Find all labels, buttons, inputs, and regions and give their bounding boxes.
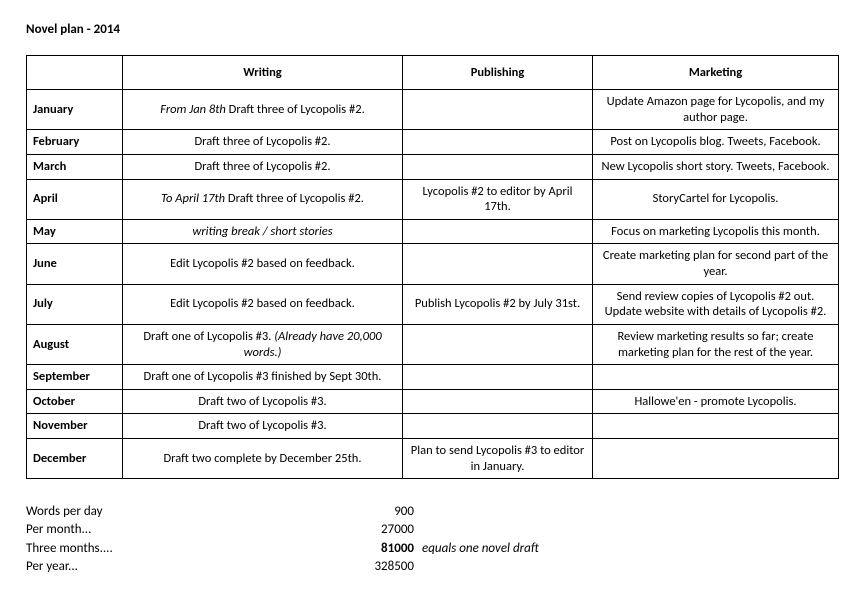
cell-marketing <box>593 414 839 439</box>
cell-marketing: Focus on marketing Lycopolis this month. <box>593 219 839 244</box>
cell-month: June <box>27 244 123 284</box>
stats-label: Per year... <box>26 558 122 576</box>
writing-text: Draft one of Lycopolis #3. <box>143 329 274 344</box>
cell-marketing <box>593 365 839 390</box>
col-month <box>27 56 123 90</box>
cell-month: February <box>27 130 123 155</box>
table-row: MarchDraft three of Lycopolis #2. New Lyc… <box>27 154 839 179</box>
cell-writing: Draft one of Lycopolis #3 finished by Se… <box>123 365 403 390</box>
cell-marketing: Send review copies of Lycopolis #2 out. … <box>593 284 839 324</box>
cell-publishing: Plan to send Lycopolis #3 to editor in J… <box>403 439 593 479</box>
writing-prefix: To April 17th <box>161 191 225 206</box>
stats-row: Three months.... 81000 equals one novel … <box>26 540 840 558</box>
cell-writing: Edit Lycopolis #2 based on feedback. <box>123 284 403 324</box>
stats-row: Per year... 328500 <box>26 558 840 576</box>
cell-month: April <box>27 179 123 219</box>
cell-month: July <box>27 284 123 324</box>
cell-writing: Edit Lycopolis #2 based on feedback. <box>123 244 403 284</box>
writing-text: Draft three of Lycopolis #2. <box>226 102 365 117</box>
table-header-row: Writing Publishing Marketing <box>27 56 839 90</box>
cell-writing: Draft three of Lycopolis #2. <box>123 154 403 179</box>
stats-value: 900 <box>122 503 422 521</box>
table-row: AugustDraft one of Lycopolis #3. (Alread… <box>27 324 839 364</box>
col-writing: Writing <box>123 56 403 90</box>
table-row: JulyEdit Lycopolis #2 based on feedback.… <box>27 284 839 324</box>
stats-note: equals one novel draft <box>422 540 539 558</box>
cell-publishing: Lycopolis #2 to editor by April 17th. <box>403 179 593 219</box>
writing-text: Draft three of Lycopolis #2. <box>225 191 364 206</box>
stats-value: 27000 <box>122 521 422 539</box>
cell-marketing: StoryCartel for Lycopolis. <box>593 179 839 219</box>
table-row: JuneEdit Lycopolis #2 based on feedback.… <box>27 244 839 284</box>
cell-publishing <box>403 154 593 179</box>
col-marketing: Marketing <box>593 56 839 90</box>
table-row: NovemberDraft two of Lycopolis #3. <box>27 414 839 439</box>
cell-publishing <box>403 389 593 414</box>
cell-writing: Draft two of Lycopolis #3. <box>123 389 403 414</box>
table-row: JanuaryFrom Jan 8th Draft three of Lycop… <box>27 90 839 130</box>
cell-publishing <box>403 414 593 439</box>
writing-text: writing break / short stories <box>192 224 332 239</box>
cell-publishing <box>403 219 593 244</box>
writing-prefix: From Jan 8th <box>160 102 226 117</box>
cell-publishing: Publish Lycopolis #2 by July 31st. <box>403 284 593 324</box>
cell-marketing <box>593 439 839 479</box>
cell-marketing: Create marketing plan for second part of… <box>593 244 839 284</box>
cell-writing: From Jan 8th Draft three of Lycopolis #2… <box>123 90 403 130</box>
stats-row: Words per day 900 <box>26 503 840 521</box>
cell-writing: Draft three of Lycopolis #2. <box>123 130 403 155</box>
page-title: Novel plan - 2014 <box>26 22 840 37</box>
col-publishing: Publishing <box>403 56 593 90</box>
cell-month: March <box>27 154 123 179</box>
novel-plan-table: Writing Publishing Marketing JanuaryFrom… <box>26 55 839 479</box>
cell-publishing <box>403 130 593 155</box>
cell-publishing <box>403 244 593 284</box>
table-row: May writing break / short stories Focus on… <box>27 219 839 244</box>
stats-label: Three months.... <box>26 540 122 558</box>
stats-value: 81000 <box>122 540 422 558</box>
cell-marketing: New Lycopolis short story. Tweets, Faceb… <box>593 154 839 179</box>
cell-writing: Draft one of Lycopolis #3. (Already have… <box>123 324 403 364</box>
cell-month: November <box>27 414 123 439</box>
cell-publishing <box>403 90 593 130</box>
cell-writing: Draft two of Lycopolis #3. <box>123 414 403 439</box>
table-row: OctoberDraft two of Lycopolis #3. Hallowe… <box>27 389 839 414</box>
table-row: AprilTo April 17th Draft three of Lycopo… <box>27 179 839 219</box>
cell-month: August <box>27 324 123 364</box>
cell-month: May <box>27 219 123 244</box>
stats-label: Words per day <box>26 503 122 521</box>
cell-month: January <box>27 90 123 130</box>
cell-writing: Draft two complete by December 25th. <box>123 439 403 479</box>
cell-writing: writing break / short stories <box>123 219 403 244</box>
cell-marketing: Update Amazon page for Lycopolis, and my… <box>593 90 839 130</box>
cell-marketing: Review marketing results so far; create … <box>593 324 839 364</box>
cell-marketing: Post on Lycopolis blog. Tweets, Facebook… <box>593 130 839 155</box>
table-row: SeptemberDraft one of Lycopolis #3 finis… <box>27 365 839 390</box>
cell-month: September <box>27 365 123 390</box>
cell-publishing <box>403 365 593 390</box>
cell-writing: To April 17th Draft three of Lycopolis #… <box>123 179 403 219</box>
cell-marketing: Hallowe'en - promote Lycopolis. <box>593 389 839 414</box>
table-row: DecemberDraft two complete by December 2… <box>27 439 839 479</box>
cell-publishing <box>403 324 593 364</box>
word-stats: Words per day 900 Per month... 27000 Thr… <box>26 503 840 576</box>
stats-label: Per month... <box>26 521 122 539</box>
table-row: FebruaryDraft three of Lycopolis #2. Post… <box>27 130 839 155</box>
cell-month: December <box>27 439 123 479</box>
stats-value: 328500 <box>122 558 422 576</box>
stats-row: Per month... 27000 <box>26 521 840 539</box>
cell-month: October <box>27 389 123 414</box>
